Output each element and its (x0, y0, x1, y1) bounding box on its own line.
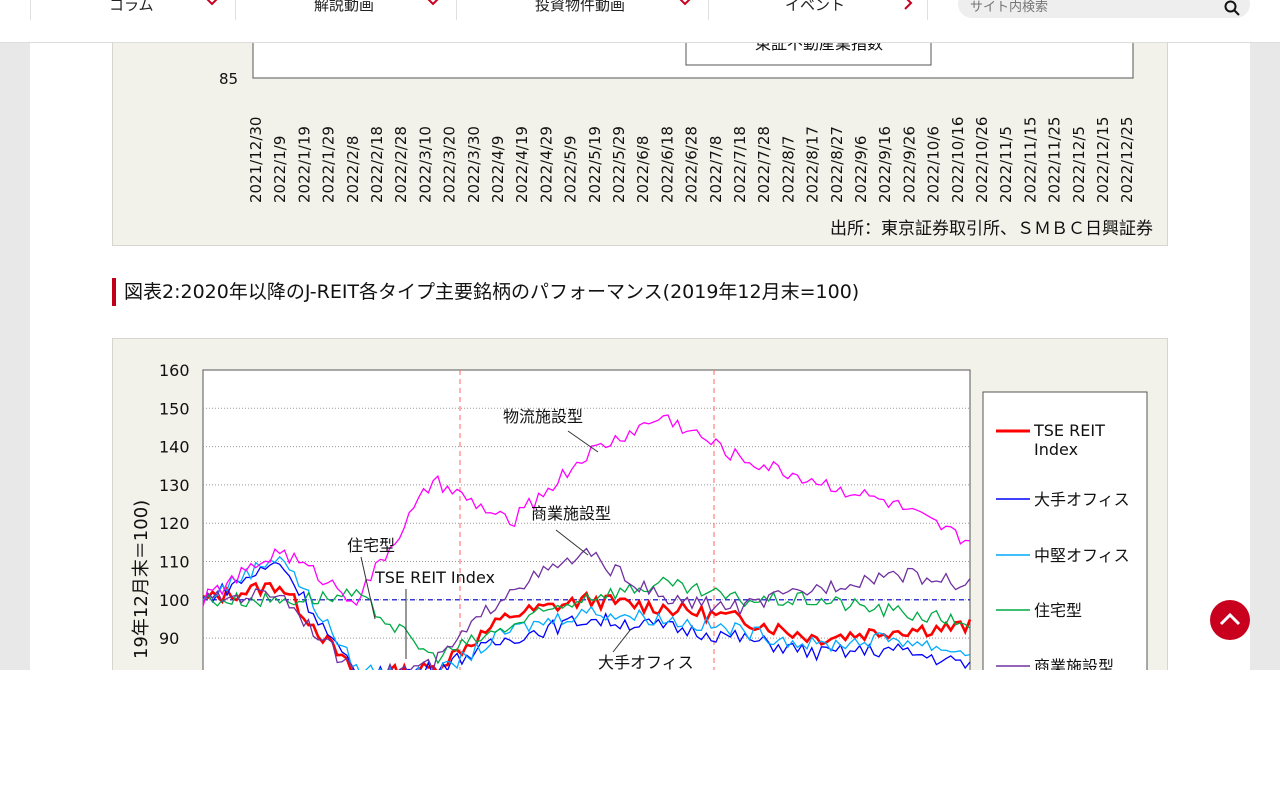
figure-1-x-tick-label: 2022/2/18 (368, 126, 386, 203)
figure-1-x-tick-label: 2022/9/26 (900, 126, 918, 203)
chevron-down-icon (679, 0, 691, 6)
figure-2: 160 150 140 130 120 110 100 90 80 物流施設型 商業施設型 住宅… (112, 338, 1168, 670)
section-title: 図表2:2020年以降のJ-REIT各タイプ主要銘柄のパフォーマンス(2019年… (112, 278, 859, 306)
figure-1-x-tick-label: 2022/6/18 (658, 126, 676, 203)
nav-item-event[interactable]: イベント (708, 0, 928, 20)
series-line-1 (202, 561, 971, 670)
figure-1-x-tick-label: 2022/12/15 (1094, 117, 1112, 203)
legend-label: 住宅型 (1034, 601, 1082, 620)
series-line-2 (202, 555, 971, 670)
legend-label: TSE REIT Index (1033, 421, 1105, 459)
back-to-top-button[interactable] (1210, 600, 1250, 640)
figure-1-x-tick-label: 2022/7/8 (707, 136, 725, 203)
figure-2-chart: 160 150 140 130 120 110 100 90 80 物流施設型 商業施設型 住宅… (131, 361, 1148, 670)
nav-item-label: 投資物件動画 (535, 0, 626, 14)
figure-1-x-tick-label: 2022/4/9 (489, 136, 507, 203)
y-tick-label: 90 (159, 629, 179, 648)
legend-label: 中堅オフィス (1034, 546, 1130, 565)
figure-1-x-tick-label: 2022/5/9 (562, 136, 580, 203)
annotation-retail: 商業施設型 (531, 504, 611, 523)
figure-1-x-tick-label: 2022/8/17 (804, 126, 822, 203)
y-tick-label: 120 (159, 514, 190, 533)
figure-1-x-tick-label: 2021/12/30 (247, 117, 265, 203)
search-input[interactable] (970, 0, 1210, 18)
figure-1-x-tick-label: 2022/9/6 (852, 136, 870, 203)
figure-1-x-tick-label: 2022/3/30 (465, 126, 483, 203)
figure-1-x-tick-label: 2022/3/10 (416, 126, 434, 203)
figure-1-x-tick-label: 2022/12/5 (1070, 126, 1088, 203)
chevron-down-icon (427, 0, 439, 6)
legend-label: 商業施設型 (1034, 657, 1114, 670)
lower-blank-area (0, 670, 1280, 800)
figure-1-x-tick-label: 2022/10/26 (973, 117, 991, 203)
y-axis-label: 19年12月末＝100) (131, 500, 152, 659)
nav-item-column[interactable]: コラム (30, 0, 235, 20)
figure-1-x-tick-label: 2022/8/7 (779, 136, 797, 203)
figure-1-x-tick-label: 2022/2/28 (392, 126, 410, 203)
figure-1-x-tick-label: 2022/6/8 (634, 136, 652, 203)
figure-1-x-tick-label: 2022/10/16 (949, 117, 967, 203)
annotation-tse-reit: TSE REIT Index (374, 568, 495, 587)
figure-1-x-tick-label: 2022/8/27 (828, 126, 846, 203)
figure-1-x-tick-label: 2022/7/18 (731, 126, 749, 203)
legend-label: 大手オフィス (1034, 490, 1130, 509)
figure-1-x-tick-label: 2022/5/19 (586, 126, 604, 203)
figure-1-y-tick: 85 (219, 70, 238, 88)
figure-1-x-tick-label: 2022/2/8 (344, 136, 362, 203)
search-icon[interactable] (1224, 0, 1240, 16)
series-line-3 (202, 576, 971, 665)
figure-1-x-tick-label: 2022/9/16 (876, 126, 894, 203)
article-content: 東証不動産業指数 85 2021/12/30 2022/1/9 2022/1/19 2… (30, 0, 1250, 670)
chevron-up-icon (1219, 612, 1241, 626)
figure-1-x-tick-label: 2022/11/15 (1021, 117, 1039, 203)
y-tick-label: 100 (159, 591, 190, 610)
figure-1-source: 出所：東京証券取引所、ＳＭＢＣ日興証券 (830, 219, 1153, 239)
nav-item-label: 解説動画 (314, 0, 375, 14)
y-tick-label: 140 (159, 438, 190, 457)
figure-1-x-tick-label: 2022/7/28 (755, 126, 773, 203)
figure-1-x-tick-label: 2022/1/9 (271, 136, 289, 203)
series-line-4 (202, 547, 971, 670)
figure-1-x-tick-label: 2022/10/6 (925, 126, 943, 203)
annotation-residential: 住宅型 (347, 536, 395, 555)
figure-1-x-tick-label: 2022/1/19 (295, 126, 313, 203)
nav-item-label: コラム (109, 0, 154, 14)
series-line-5 (202, 414, 971, 607)
figure-1-x-tick-label: 2022/5/29 (610, 126, 628, 203)
figure-1-x-tick-label: 2022/4/29 (537, 126, 555, 203)
figure-1-x-tick-label: 2022/3/20 (441, 126, 459, 203)
figure-1-x-tick-label: 2022/1/29 (320, 126, 338, 203)
site-header: コラム 解説動画 投資物件動画 イベント (0, 0, 1280, 43)
search-box (958, 0, 1250, 18)
annotation-large-office: 大手オフィス (598, 653, 694, 670)
figure-1-x-tick-label: 2022/6/28 (683, 126, 701, 203)
nav-item-property-video[interactable]: 投資物件動画 (456, 0, 708, 20)
y-tick-label: 80 (159, 667, 179, 670)
figure-1-x-tick-label: 2022/11/25 (1046, 117, 1064, 203)
y-tick-label: 160 (159, 361, 190, 380)
y-tick-label: 150 (159, 399, 190, 418)
figure-1-x-tick-label: 2022/11/5 (997, 126, 1015, 203)
nav-item-video[interactable]: 解説動画 (235, 0, 456, 20)
nav-item-label: イベント (785, 0, 846, 14)
chevron-right-icon (904, 0, 913, 10)
figure-1-x-tick-label: 2022/4/19 (513, 126, 531, 203)
y-tick-label: 110 (159, 553, 190, 572)
annotation-logistics: 物流施設型 (503, 407, 583, 426)
chevron-down-icon (206, 0, 218, 6)
y-tick-label: 130 (159, 476, 190, 495)
figure-1-x-tick-label: 2022/12/25 (1118, 117, 1136, 203)
